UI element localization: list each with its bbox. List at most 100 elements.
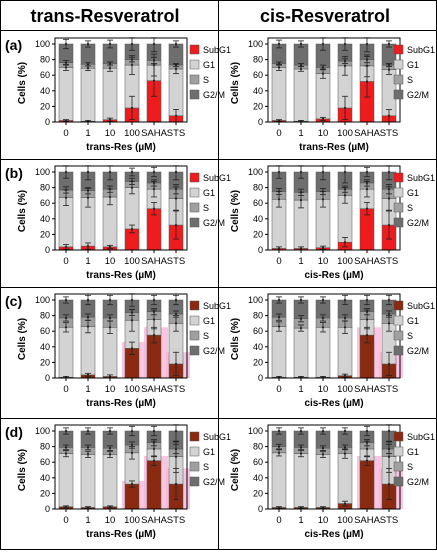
- bar-segment-SubG1-SAHA: [146, 460, 162, 510]
- data-point: [174, 312, 178, 316]
- data-point: [86, 298, 90, 302]
- x-axis-label: cis-Res (µM): [304, 529, 363, 540]
- data-point: [321, 190, 325, 193]
- data-point: [130, 180, 134, 183]
- data-point: [108, 195, 112, 199]
- x-tick-label: SAHA: [354, 384, 381, 395]
- data-point: [130, 298, 134, 302]
- data-point: [174, 482, 178, 486]
- plot-frame: [54, 165, 188, 251]
- y-tick-label: 100: [248, 295, 263, 305]
- data-point: [343, 42, 347, 46]
- y-tick-label: 80: [40, 55, 50, 65]
- data-point: [387, 447, 391, 451]
- legend-label: G1: [407, 60, 419, 70]
- x-tick-label: STS: [167, 128, 185, 139]
- data-point: [343, 446, 347, 449]
- data-point: [321, 326, 325, 329]
- data-point: [152, 298, 156, 302]
- bar-segment-G1-0: [271, 452, 287, 508]
- data-point: [343, 374, 347, 377]
- data-point: [387, 114, 391, 117]
- data-point: [299, 42, 303, 46]
- x-tick-label: STS: [380, 128, 398, 139]
- data-point: [108, 316, 112, 320]
- y-tick-label: 80: [253, 311, 263, 321]
- data-point: [86, 373, 90, 376]
- data-point: [108, 298, 112, 302]
- data-point: [64, 505, 68, 508]
- data-point: [152, 188, 156, 191]
- data-point: [108, 67, 112, 70]
- legend-swatch-G2M: [189, 217, 200, 228]
- data-point: [130, 186, 134, 189]
- data-point: [174, 429, 178, 433]
- data-point: [174, 170, 178, 174]
- data-point: [299, 170, 303, 174]
- legend-swatch-G2M: [393, 89, 404, 100]
- x-tick-label: STS: [167, 384, 185, 395]
- header-left: trans-Resveratrol: [30, 6, 179, 26]
- y-tick-label: 60: [253, 70, 263, 80]
- data-point: [321, 447, 325, 450]
- data-point: [299, 247, 303, 250]
- x-tick-label: 0: [63, 128, 68, 139]
- y-tick-label: 100: [248, 39, 263, 49]
- y-tick-label: 20: [40, 101, 50, 111]
- legend-label: S: [407, 203, 413, 213]
- legend-label: G2/M: [407, 346, 429, 356]
- row-label-d: (d): [5, 424, 23, 440]
- legend-label: S: [203, 331, 209, 341]
- data-point: [64, 188, 68, 192]
- x-tick-label: SAHA: [141, 384, 168, 395]
- y-tick-label: 100: [35, 167, 50, 177]
- y-tick-label: 80: [40, 442, 50, 452]
- x-tick-label: 1: [298, 515, 303, 526]
- legend-label: SubG1: [407, 432, 435, 442]
- x-axis-label: trans-Res (µM): [299, 142, 369, 153]
- data-point: [86, 42, 90, 46]
- data-point: [299, 198, 303, 202]
- y-tick-label: 40: [40, 86, 50, 96]
- data-point: [343, 326, 347, 329]
- legend-label: G1: [203, 60, 215, 70]
- y-tick-label: 40: [40, 342, 50, 352]
- data-point: [86, 63, 90, 66]
- x-tick-label: STS: [380, 515, 398, 526]
- y-tick-label: 40: [40, 214, 50, 224]
- legend-swatch-G1: [393, 59, 404, 70]
- data-point: [64, 245, 68, 248]
- data-point: [277, 190, 281, 193]
- bar-segment-SubG1-SAHA: [359, 460, 375, 510]
- x-tick-label: SAHA: [354, 256, 381, 267]
- data-point: [387, 322, 391, 325]
- x-tick-label: 10: [318, 256, 329, 267]
- legend-swatch-SubG1: [189, 172, 200, 183]
- data-point: [152, 79, 156, 82]
- y-axis-label: Cells (%): [230, 318, 241, 360]
- data-point: [365, 58, 369, 61]
- data-point: [277, 119, 281, 122]
- data-point: [343, 452, 347, 455]
- legend-label: G1: [407, 447, 419, 457]
- legend-label: G2/M: [203, 346, 225, 356]
- data-point: [343, 106, 347, 110]
- data-point: [299, 67, 303, 71]
- data-point: [152, 42, 156, 46]
- data-point: [277, 247, 281, 250]
- x-tick-label: 100: [124, 515, 140, 526]
- y-axis-label: Cells (%): [17, 449, 28, 491]
- x-tick-label: 1: [85, 128, 90, 139]
- y-tick-label: 20: [253, 488, 263, 498]
- y-tick-label: 0: [45, 117, 50, 127]
- y-tick-label: 40: [40, 473, 50, 483]
- y-tick-label: 80: [253, 442, 263, 452]
- data-point: [108, 453, 112, 456]
- data-point: [321, 246, 325, 249]
- legend-label: G1: [203, 316, 215, 326]
- y-tick-label: 100: [35, 426, 50, 436]
- data-point: [152, 310, 156, 313]
- x-axis-label: cis-Res (µM): [304, 398, 363, 409]
- bar-segment-G1-0: [58, 67, 74, 121]
